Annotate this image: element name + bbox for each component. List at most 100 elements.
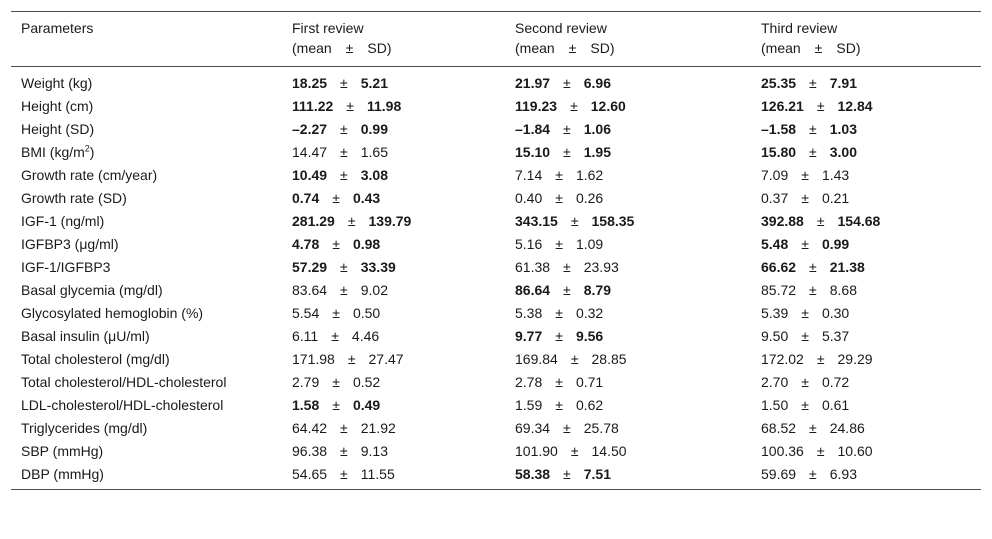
mean-value: 86.64 — [515, 282, 551, 298]
value-cell: 126.21 ±12.84 — [751, 95, 981, 118]
plus-minus-sign: ± — [347, 351, 356, 367]
mean-value: 15.10 — [515, 144, 551, 160]
value-cell: 2.70 ±0.72 — [751, 371, 981, 394]
plus-minus-sign: ± — [340, 144, 348, 160]
plus-minus-sign: ± — [563, 144, 571, 160]
mean-value: 5.39 — [761, 305, 789, 321]
mean-value: 172.02 — [761, 351, 804, 367]
plus-minus-sign: ± — [346, 98, 354, 114]
mean-value: 7.14 — [515, 167, 543, 183]
value-cell: 1.59 ±0.62 — [505, 394, 751, 417]
value-cell: 85.72 ±8.68 — [751, 279, 981, 302]
parameter-cell: Total cholesterol/HDL-cholesterol — [11, 371, 282, 394]
sd-value: 28.85 — [591, 351, 627, 367]
parameter-label: Height (SD) — [21, 121, 95, 137]
mean-value: 101.90 — [515, 443, 558, 459]
value-cell: 58.38 ±7.51 — [505, 463, 751, 490]
value-cell: 61.38 ±23.93 — [505, 256, 751, 279]
mean-value: 21.97 — [515, 75, 551, 91]
value-cell: 5.39 ±0.30 — [751, 302, 981, 325]
sd-value: 6.96 — [583, 75, 611, 91]
sd-value: 3.00 — [829, 144, 857, 160]
parameter-cell: IGF-1/IGFBP3 — [11, 256, 282, 279]
parameter-cell: Growth rate (cm/year) — [11, 164, 282, 187]
value-cell: 18.25 ±5.21 — [282, 67, 505, 96]
mean-value: 0.37 — [761, 190, 789, 206]
sd-value: 14.50 — [591, 443, 627, 459]
header-second-review: Second review (mean ± SD) — [505, 12, 751, 67]
plus-minus-sign: ± — [816, 351, 825, 367]
mean-value: 68.52 — [761, 420, 797, 436]
header-subtitle: (mean ± SD) — [515, 40, 615, 56]
value-cell: 54.65 ±11.55 — [282, 463, 505, 490]
sd-value: 5.37 — [821, 328, 850, 344]
value-cell: 343.15 ±158.35 — [505, 210, 751, 233]
value-cell: 5.48 ±0.99 — [751, 233, 981, 256]
plus-minus-sign: ± — [809, 420, 817, 436]
sd-value: 7.91 — [829, 75, 857, 91]
parameter-label: Triglycerides (mg/dl) — [21, 420, 148, 436]
parameter-label: Basal insulin (μU/ml) — [21, 328, 150, 344]
plus-minus-sign: ± — [555, 167, 563, 183]
value-cell: 1.50 ±0.61 — [751, 394, 981, 417]
parameter-label: IGFBP3 (μg/ml) — [21, 236, 119, 252]
mean-value: 54.65 — [292, 466, 328, 482]
plus-minus-sign: ± — [801, 374, 809, 390]
parameters-table: Parameters First review (mean ± SD) Seco… — [11, 11, 981, 490]
sd-value: 9.02 — [360, 282, 388, 298]
mean-value: 15.80 — [761, 144, 797, 160]
value-cell: 5.54 ±0.50 — [282, 302, 505, 325]
sd-value: 0.26 — [575, 190, 604, 206]
plus-minus-sign: ± — [340, 121, 348, 137]
value-cell: 15.80 ±3.00 — [751, 141, 981, 164]
table-row: IGF-1/IGFBP3 57.29 ±33.39 61.38 ±23.93 66.62 ±… — [11, 256, 981, 279]
sd-value: 12.60 — [590, 98, 626, 114]
plus-minus-sign: ± — [801, 328, 809, 344]
mean-value: 66.62 — [761, 259, 797, 275]
mean-value: 171.98 — [292, 351, 335, 367]
value-cell: –1.58 ±1.03 — [751, 118, 981, 141]
mean-value: 1.58 — [292, 397, 320, 413]
plus-minus-sign: ± — [801, 236, 809, 252]
plus-minus-sign: ± — [816, 443, 825, 459]
sd-value: 139.79 — [368, 213, 412, 229]
mean-value: –1.58 — [761, 121, 797, 137]
parameter-cell: Total cholesterol (mg/dl) — [11, 348, 282, 371]
mean-value: 5.48 — [761, 236, 789, 252]
plus-minus-sign: ± — [809, 144, 817, 160]
value-cell: 6.11 ±4.46 — [282, 325, 505, 348]
sd-value: 12.84 — [837, 98, 873, 114]
sd-value: 27.47 — [368, 351, 404, 367]
value-cell: 86.64 ±8.79 — [505, 279, 751, 302]
plus-minus-sign: ± — [801, 397, 809, 413]
mean-value: 10.49 — [292, 167, 328, 183]
value-cell: 66.62 ±21.38 — [751, 256, 981, 279]
value-cell: 21.97 ±6.96 — [505, 67, 751, 96]
mean-value: 5.38 — [515, 305, 543, 321]
plus-minus-sign: ± — [340, 167, 348, 183]
plus-minus-sign: ± — [563, 420, 571, 436]
plus-minus-sign: ± — [340, 282, 348, 298]
plus-minus-sign: ± — [555, 236, 563, 252]
sd-value: 0.61 — [821, 397, 850, 413]
mean-value: 5.16 — [515, 236, 543, 252]
parameter-cell: Growth rate (SD) — [11, 187, 282, 210]
table-row: Growth rate (SD) 0.74 ±0.43 0.40 ±0.26 0.37 ±0… — [11, 187, 981, 210]
table-row: LDL-cholesterol/HDL-cholesterol 1.58 ±0.49… — [11, 394, 981, 417]
mean-value: 111.22 — [292, 98, 334, 114]
value-cell: 172.02 ±29.29 — [751, 348, 981, 371]
mean-value: 2.70 — [761, 374, 789, 390]
parameter-cell: LDL-cholesterol/HDL-cholesterol — [11, 394, 282, 417]
mean-value: 61.38 — [515, 259, 551, 275]
parameter-label: Total cholesterol/HDL-cholesterol — [21, 374, 227, 390]
plus-minus-sign: ± — [809, 121, 817, 137]
table-row: DBP (mmHg) 54.65 ±11.55 58.38 ±7.51 59.69 ±6.9… — [11, 463, 981, 490]
plus-minus-sign: ± — [332, 374, 340, 390]
sd-value: 0.52 — [352, 374, 381, 390]
sd-value: 24.86 — [829, 420, 865, 436]
parameter-cell: Glycosylated hemoglobin (%) — [11, 302, 282, 325]
mean-value: 2.79 — [292, 374, 320, 390]
mean-value: 58.38 — [515, 466, 551, 482]
parameter-cell: Basal insulin (μU/ml) — [11, 325, 282, 348]
sd-value: 1.95 — [583, 144, 611, 160]
